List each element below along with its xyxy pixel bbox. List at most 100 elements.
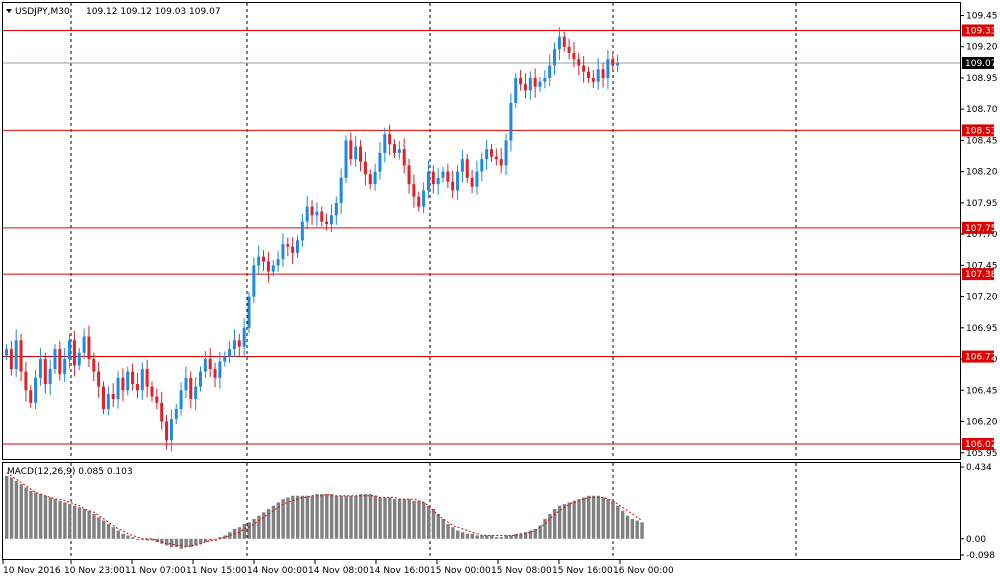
macd-bar-83 <box>407 499 411 539</box>
candle-body-91 <box>446 171 450 182</box>
macd-bar-73 <box>359 494 363 539</box>
candle-84 <box>412 174 416 208</box>
candle-body-120 <box>587 71 590 78</box>
candle-body-121 <box>591 77 595 82</box>
candle-52 <box>257 245 261 274</box>
candle-109 <box>533 68 537 98</box>
candle-9 <box>48 359 52 396</box>
macd-bar-32 <box>160 538 164 544</box>
macd-bar-16 <box>82 509 86 539</box>
candle-27 <box>135 373 139 399</box>
candle-41 <box>203 351 207 379</box>
candle-64 <box>315 202 319 227</box>
candle-body-5 <box>29 390 33 403</box>
candle-body-62 <box>305 206 309 222</box>
macd-bar-109 <box>533 528 538 539</box>
candle-15 <box>77 347 81 371</box>
candle-body-106 <box>519 77 523 85</box>
candle-body-94 <box>460 159 464 172</box>
level-label-5: 106.02 <box>965 440 997 450</box>
candle-86 <box>422 182 426 214</box>
macd-bar-57 <box>281 499 285 539</box>
macd-tick-label-1: 0.00 <box>966 535 986 545</box>
macd-bar-34 <box>169 538 174 548</box>
candle-22 <box>111 383 115 408</box>
candle-body-53 <box>262 256 266 262</box>
candle-body-80 <box>393 144 396 153</box>
macd-bar-46 <box>228 532 232 539</box>
candle-38 <box>189 371 193 409</box>
candle-70 <box>344 135 348 183</box>
candle-121 <box>591 69 595 89</box>
candle-101 <box>494 148 498 166</box>
horizontal-levels <box>3 29 960 445</box>
macd-bar-106 <box>519 533 523 539</box>
macd-bar-35 <box>174 538 179 548</box>
candle-body-22 <box>111 394 115 400</box>
candle-body-75 <box>368 174 372 185</box>
macd-bar-10 <box>53 499 57 539</box>
macd-bar-36 <box>179 538 183 549</box>
candle-106 <box>519 69 523 91</box>
macd-bar-86 <box>422 502 426 539</box>
candle-68 <box>334 196 338 225</box>
candle-body-45 <box>223 356 227 362</box>
candle-32 <box>160 391 164 430</box>
candle-116 <box>567 38 571 60</box>
candle-79 <box>388 124 392 156</box>
macd-bar-117 <box>572 500 576 539</box>
candle-body-104 <box>509 102 513 141</box>
candle-29 <box>145 359 149 398</box>
time-label-4: 14 Nov 00:00 <box>247 566 308 576</box>
candle-body-20 <box>102 386 105 410</box>
candle-body-72 <box>354 146 358 160</box>
candle-78 <box>383 127 387 163</box>
candle-3 <box>19 333 23 382</box>
macd-bar-119 <box>582 497 586 539</box>
candle-body-42 <box>208 359 212 370</box>
candle-body-61 <box>300 221 304 241</box>
level-label-bg-1 <box>962 124 994 137</box>
candle-97 <box>475 160 479 195</box>
macd-bar-123 <box>601 497 605 539</box>
candle-5 <box>29 385 33 408</box>
candle-56 <box>276 251 280 272</box>
candle-body-47 <box>232 340 236 350</box>
time-label-9: 15 Nov 16:00 <box>552 566 613 576</box>
candle-body-36 <box>179 390 183 410</box>
macd-bar-37 <box>184 538 188 548</box>
candle-body-0 <box>5 349 8 356</box>
macd-bar-114 <box>557 505 562 539</box>
macd-bar-67 <box>329 494 334 539</box>
candle-18 <box>92 352 96 382</box>
candle-body-33 <box>165 421 169 441</box>
candle-body-107 <box>523 84 527 91</box>
candle-body-118 <box>577 59 581 66</box>
candle-body-71 <box>349 140 353 160</box>
price-tick-label-14: 105.95 <box>966 449 998 459</box>
candle-111 <box>543 69 547 89</box>
time-label-2: 11 Nov 07:00 <box>125 566 186 576</box>
time-label-3: 11 Nov 15:00 <box>186 566 247 576</box>
macd-bar-68 <box>334 495 339 539</box>
candle-123 <box>601 62 605 88</box>
time-label-5: 14 Nov 08:00 <box>308 566 369 576</box>
macd-bar-102 <box>499 537 504 539</box>
macd-bar-75 <box>368 494 373 539</box>
macd-bar-64 <box>315 494 319 539</box>
candle-body-115 <box>562 36 566 47</box>
candle-body-116 <box>567 46 571 53</box>
candles <box>5 27 620 452</box>
candle-30 <box>150 381 154 402</box>
dropdown-triangle-icon[interactable] <box>6 9 12 13</box>
candle-body-113 <box>553 49 557 66</box>
candle-24 <box>121 368 125 402</box>
candle-7 <box>38 348 42 386</box>
candle-body-103 <box>504 140 508 166</box>
candle-body-119 <box>582 65 586 72</box>
macd-bar-81 <box>397 499 402 539</box>
macd-bar-3 <box>19 484 23 539</box>
macd-bar-44 <box>218 537 222 539</box>
macd-bar-2 <box>14 480 19 539</box>
macd-bar-103 <box>504 535 508 539</box>
